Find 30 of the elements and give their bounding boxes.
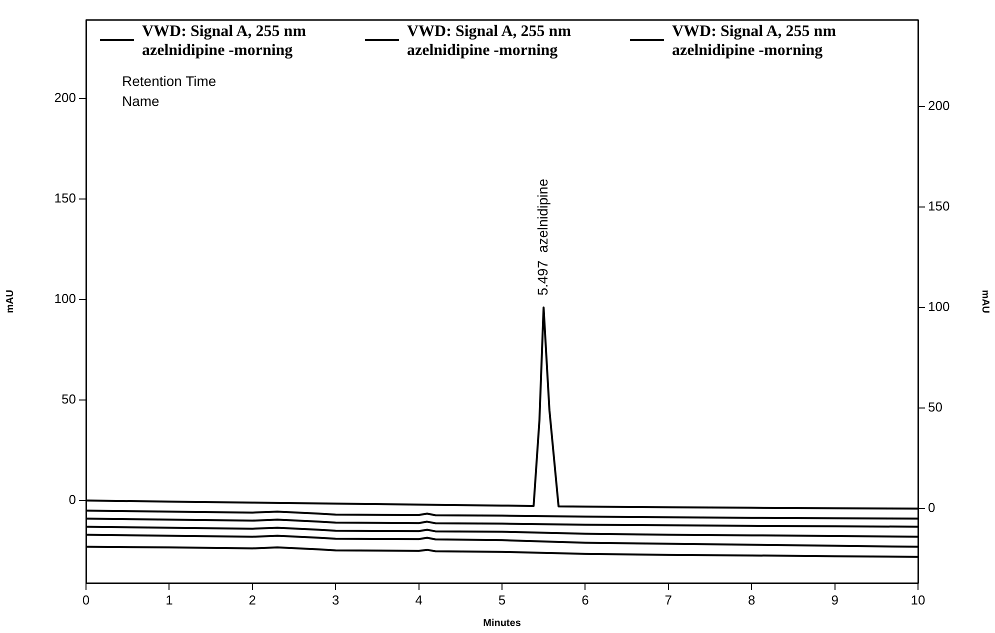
x-tick-label: 5 [498, 592, 506, 608]
legend-label: VWD: Signal A, 255 nm azelnidipine -morning [407, 22, 572, 60]
x-tick-label: 9 [831, 592, 838, 608]
y2-tick-label: 0 [928, 500, 936, 516]
y-tick-label: 50 [62, 392, 76, 407]
x-tick-label: 3 [332, 592, 340, 608]
legend-label: VWD: Signal A, 255 nm azelnidipine -morning [672, 22, 838, 60]
y-tick-label: 100 [54, 291, 76, 306]
y2-tick-label: 50 [928, 400, 942, 415]
x-tick-label: 0 [82, 592, 90, 608]
x-tick-label: 8 [748, 592, 756, 608]
x-tick-label: 1 [166, 592, 173, 608]
x-tick-label: 10 [910, 592, 926, 608]
annotation: Retention Time [122, 73, 216, 89]
y-tick-label: 0 [68, 492, 76, 508]
legend-label: VWD: Signal A, 255 nm azelnidipine -morning [142, 22, 308, 60]
y-tick-label: 150 [54, 190, 76, 206]
y2-tick-label: 200 [928, 98, 950, 114]
annotation: 5.497 azelnidipine [534, 178, 550, 296]
x-tick-label: 6 [582, 592, 589, 608]
y2-tick-label: 100 [928, 299, 950, 314]
y-axis-title: mAU [4, 290, 16, 314]
x-axis-title: Minutes [483, 618, 522, 629]
annotation: Name [122, 93, 160, 109]
x-tick-label: 2 [248, 592, 256, 608]
x-tick-label: 7 [664, 592, 672, 608]
y2-tick-label: 150 [928, 198, 950, 214]
y2-axis-title: mAU [979, 290, 990, 314]
y-tick-label: 200 [54, 90, 76, 105]
x-tick-label: 4 [415, 592, 422, 608]
